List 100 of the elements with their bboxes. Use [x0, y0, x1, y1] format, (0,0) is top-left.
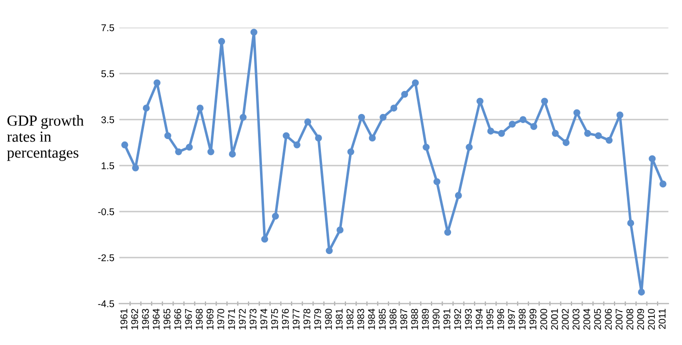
x-tick-label: 2003	[572, 308, 580, 330]
point	[627, 220, 634, 227]
x-tick-label: 1974	[260, 308, 268, 330]
y-tick-label: 3.5	[101, 116, 114, 124]
point	[186, 144, 193, 151]
y-tick-label: 1.5	[102, 162, 114, 170]
x-tick-label: 1964	[152, 308, 160, 330]
x-tick-label: 1985	[378, 308, 386, 330]
point	[261, 236, 268, 243]
point	[164, 132, 172, 140]
x-tick-label: 2001	[551, 308, 558, 330]
x-tick-label: 2008	[626, 308, 634, 330]
x-tick-label: 1983	[357, 308, 364, 330]
point	[412, 79, 419, 86]
point	[476, 98, 484, 105]
x-tick-label: 1971	[228, 308, 235, 330]
x-tick-label: 1999	[530, 308, 536, 330]
point	[562, 139, 570, 146]
x-tick-label: 1965	[164, 308, 170, 330]
point	[358, 114, 366, 121]
point	[433, 178, 440, 186]
point	[466, 144, 473, 151]
point	[380, 114, 387, 121]
y-tick-label: -0.5	[98, 208, 114, 216]
point	[294, 141, 300, 148]
x-tick-label: 1991	[443, 308, 450, 330]
x-tick-label: 2005	[594, 308, 601, 330]
point	[498, 130, 505, 137]
point	[520, 116, 527, 124]
x-tick-label: 1996	[497, 308, 504, 330]
y-tick-label: -2.5	[98, 254, 114, 262]
point	[594, 132, 602, 140]
point	[228, 150, 236, 158]
x-tick-label: 2010	[648, 308, 655, 330]
x-tick-label: 1992	[454, 308, 462, 330]
point	[336, 226, 344, 234]
point	[573, 109, 580, 116]
point	[196, 104, 204, 112]
y-axis-title: GDP growth rates in percentages	[7, 115, 84, 161]
x-tick-label: 1968	[196, 308, 203, 330]
x-tick-label: 1994	[476, 308, 483, 330]
point	[207, 148, 214, 156]
x-tick-label: 1978	[303, 308, 310, 330]
point	[648, 155, 656, 162]
x-tick-label: 1962	[131, 308, 138, 330]
x-tick-label: 1987	[400, 308, 408, 330]
x-tick-label: 1967	[185, 308, 192, 330]
x-tick-label: 1995	[486, 308, 494, 330]
y-tick-label: 7.5	[101, 24, 114, 32]
x-tick-label: 1980	[324, 308, 332, 330]
point	[541, 98, 548, 105]
x-tick-label: 1979	[314, 308, 322, 330]
point	[422, 144, 430, 151]
point	[142, 104, 150, 112]
point	[304, 118, 312, 126]
x-tick-label: 1989	[422, 308, 429, 330]
x-tick-label: 1982	[346, 308, 354, 330]
x-tick-label: 1993	[464, 308, 472, 330]
point	[368, 134, 376, 142]
x-tick-label: 2007	[616, 308, 623, 330]
point	[390, 104, 398, 112]
x-tick-label: 2002	[562, 308, 569, 330]
point	[444, 228, 452, 236]
x-tick-label: 1970	[217, 308, 224, 330]
point	[132, 164, 139, 172]
point	[487, 128, 494, 135]
x-tick-label: 1966	[174, 308, 182, 330]
point	[272, 212, 279, 220]
x-tick-label: 1981	[336, 308, 343, 330]
point	[326, 247, 333, 254]
x-tick-label: 1990	[432, 308, 440, 330]
point	[282, 132, 290, 140]
point	[401, 90, 408, 98]
point	[508, 120, 516, 128]
y-tick-label: -4.5	[98, 300, 114, 308]
point	[552, 130, 559, 137]
point	[454, 192, 462, 199]
x-tick-label: 2004	[583, 308, 590, 330]
x-tick-label: 1973	[250, 308, 257, 330]
point	[347, 148, 354, 156]
x-tick-label: 2011	[658, 308, 666, 329]
x-tick-label: 1984	[368, 308, 375, 330]
point	[315, 134, 322, 142]
point	[154, 79, 160, 86]
point	[250, 28, 258, 36]
x-tick-label: 1975	[271, 308, 278, 330]
point	[584, 130, 592, 137]
x-tick-label: 1972	[238, 308, 246, 330]
point	[175, 148, 182, 156]
point	[660, 180, 666, 188]
x-tick-label: 2006	[604, 308, 612, 330]
x-tick-label: 1997	[508, 308, 515, 330]
x-tick-label: 2009	[637, 308, 644, 330]
x-tick-label: 1976	[282, 308, 289, 330]
x-tick-label: 1998	[518, 308, 526, 330]
x-tick-label: 1963	[142, 308, 149, 330]
y-tick-label: 5.5	[101, 70, 114, 78]
point	[218, 38, 226, 45]
x-tick-label: 1986	[390, 308, 396, 330]
point	[638, 288, 645, 296]
